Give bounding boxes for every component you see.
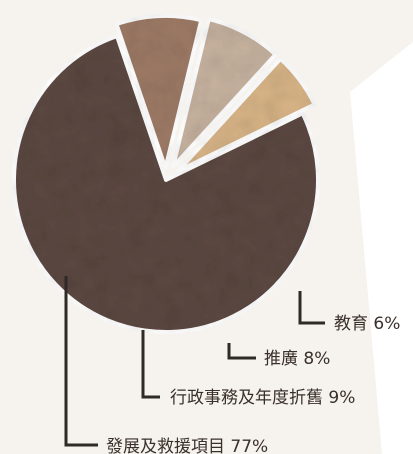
leader-line-2 (141, 330, 160, 399)
leader-line-3 (227, 343, 256, 360)
slice-label-4: 教育 6% (334, 314, 400, 334)
pie-slice-2 (114, 14, 204, 171)
slice-label-2: 行政事務及年度折舊 9% (170, 388, 355, 408)
pie-slice-3 (171, 17, 278, 169)
pie-slice-4 (176, 56, 317, 174)
pie-slice-1 (12, 34, 320, 334)
slice-label-3: 推廣 8% (264, 349, 330, 369)
slice-labels: 發展及救援項目 77% 行政事務及年度折舊 9% 推廣 8%教育 6% (106, 314, 400, 454)
pie-slices (12, 14, 320, 334)
slice-label-1: 發展及救援項目 77% (106, 437, 268, 454)
leader-line-1 (64, 276, 98, 447)
leader-lines (64, 276, 325, 447)
leader-line-4 (298, 291, 325, 325)
